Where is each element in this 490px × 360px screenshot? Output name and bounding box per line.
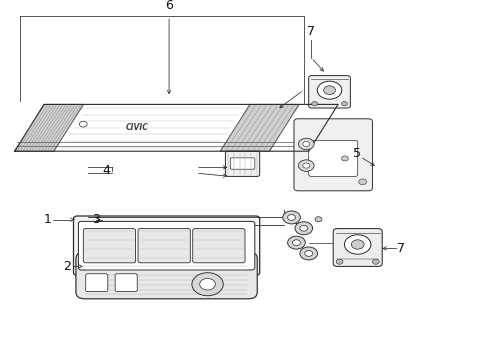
Text: CIVIC: CIVIC xyxy=(126,123,148,132)
Circle shape xyxy=(298,160,314,171)
Circle shape xyxy=(342,102,347,106)
Circle shape xyxy=(303,141,310,147)
FancyBboxPatch shape xyxy=(138,229,190,263)
Polygon shape xyxy=(15,104,83,151)
Circle shape xyxy=(192,273,223,296)
Circle shape xyxy=(336,259,343,264)
FancyBboxPatch shape xyxy=(83,229,136,263)
Circle shape xyxy=(303,163,310,168)
Circle shape xyxy=(323,86,335,94)
Circle shape xyxy=(288,236,305,249)
Text: 1: 1 xyxy=(44,213,51,226)
Circle shape xyxy=(79,121,87,127)
Circle shape xyxy=(344,235,371,254)
Circle shape xyxy=(200,279,216,290)
FancyBboxPatch shape xyxy=(225,151,260,176)
Circle shape xyxy=(315,217,322,222)
Circle shape xyxy=(312,102,318,106)
Text: 3: 3 xyxy=(93,213,100,226)
FancyBboxPatch shape xyxy=(86,274,108,292)
FancyBboxPatch shape xyxy=(74,216,260,275)
FancyBboxPatch shape xyxy=(333,229,382,266)
Circle shape xyxy=(288,215,295,220)
Polygon shape xyxy=(15,104,338,151)
Circle shape xyxy=(305,251,313,256)
Circle shape xyxy=(372,259,379,264)
FancyBboxPatch shape xyxy=(78,221,255,270)
FancyBboxPatch shape xyxy=(309,76,350,108)
FancyBboxPatch shape xyxy=(115,274,137,292)
Text: 6: 6 xyxy=(165,0,173,12)
Circle shape xyxy=(318,81,342,99)
Circle shape xyxy=(351,240,364,249)
Text: 5: 5 xyxy=(353,147,361,159)
Circle shape xyxy=(295,222,313,235)
Circle shape xyxy=(359,179,367,185)
FancyBboxPatch shape xyxy=(309,140,358,176)
FancyBboxPatch shape xyxy=(193,229,245,263)
FancyBboxPatch shape xyxy=(294,119,372,191)
Circle shape xyxy=(300,225,308,231)
Circle shape xyxy=(342,156,348,161)
FancyBboxPatch shape xyxy=(230,158,255,169)
Circle shape xyxy=(283,211,300,224)
Text: 2: 2 xyxy=(63,260,71,273)
Circle shape xyxy=(300,247,318,260)
FancyBboxPatch shape xyxy=(76,252,257,299)
Circle shape xyxy=(298,138,314,150)
Polygon shape xyxy=(220,104,299,151)
Text: 7: 7 xyxy=(307,25,315,38)
Text: 7: 7 xyxy=(397,242,405,255)
Circle shape xyxy=(293,240,300,246)
Text: 4: 4 xyxy=(102,165,110,177)
Bar xyxy=(295,120,371,190)
